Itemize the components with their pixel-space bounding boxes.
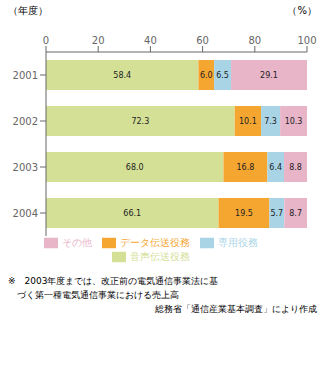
html-text:その他: その他 bbox=[61, 237, 92, 248]
svg-text:7.3: 7.3 bbox=[264, 117, 277, 126]
html-text:総務省「通信産業基本調査」により作成: 総務省「通信産業基本調査」により作成 bbox=[155, 304, 317, 314]
svg-text:40: 40 bbox=[144, 35, 157, 46]
svg-text:29.1: 29.1 bbox=[260, 71, 278, 80]
svg-text:10.1: 10.1 bbox=[239, 117, 257, 126]
svg-text:66.1: 66.1 bbox=[123, 209, 141, 218]
svg-text:8.8: 8.8 bbox=[289, 163, 302, 172]
svg-text:58.4: 58.4 bbox=[113, 71, 131, 80]
svg-text:20: 20 bbox=[92, 35, 105, 46]
svg-text:10.3: 10.3 bbox=[285, 117, 303, 126]
svg-text:19.5: 19.5 bbox=[235, 209, 253, 218]
html-text:専用役務: 専用役務 bbox=[217, 237, 258, 248]
svg-text:80: 80 bbox=[248, 35, 261, 46]
svg-text:2001: 2001 bbox=[13, 70, 38, 81]
svg-text:100: 100 bbox=[297, 35, 316, 46]
html-text:※ 2003年度までは、改正前の電気通信事業法に基: ※ 2003年度までは、改正前の電気通信事業法に基 bbox=[8, 276, 219, 286]
html-text:づく第一種電気通信事業における売上高: づく第一種電気通信事業における売上高 bbox=[8, 290, 179, 300]
svg-text:6.4: 6.4 bbox=[269, 163, 282, 172]
svg-text:60: 60 bbox=[196, 35, 209, 46]
svg-text:2003: 2003 bbox=[13, 162, 38, 173]
svg-text:8.7: 8.7 bbox=[289, 209, 302, 218]
svg-text:5.7: 5.7 bbox=[270, 209, 283, 218]
html-text:（年度）: （年度） bbox=[8, 5, 48, 16]
svg-text:72.3: 72.3 bbox=[131, 117, 149, 126]
svg-text:2002: 2002 bbox=[13, 116, 38, 127]
svg-text:2004: 2004 bbox=[13, 208, 38, 219]
html-text:データ伝送役務: データ伝送役務 bbox=[119, 237, 190, 248]
svg-text:6.5: 6.5 bbox=[216, 71, 229, 80]
svg-text:6.0: 6.0 bbox=[200, 71, 213, 80]
svg-text:16.8: 16.8 bbox=[236, 163, 254, 172]
svg-text:0: 0 bbox=[43, 35, 49, 46]
html-text:音声伝送役務: 音声伝送役務 bbox=[129, 251, 190, 262]
svg-text:68.0: 68.0 bbox=[126, 163, 144, 172]
